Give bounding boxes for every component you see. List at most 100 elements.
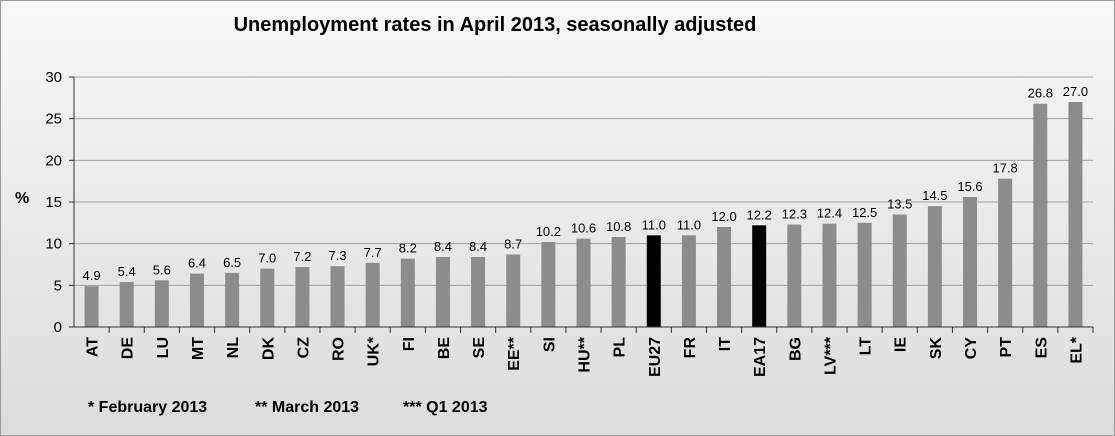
bar-el: [1068, 102, 1083, 327]
data-label: 13.5: [887, 197, 912, 212]
bar-pl: [611, 237, 626, 327]
data-label: 10.8: [606, 219, 631, 234]
bars: [84, 102, 1083, 328]
bar-cz: [295, 267, 310, 327]
bar-eu27: [646, 235, 661, 327]
bar-ea17: [752, 225, 767, 327]
bar-lt: [857, 222, 872, 327]
data-label: 5.4: [118, 264, 136, 279]
x-tick-label: LV***: [822, 336, 839, 375]
x-tick-label: IT: [717, 337, 734, 351]
y-tick-label: 30: [45, 69, 62, 86]
data-label: 12.3: [782, 207, 807, 222]
bar-se: [471, 257, 486, 327]
data-label: 7.7: [364, 245, 382, 260]
bar-ie: [892, 214, 907, 327]
bar-cy: [963, 197, 978, 327]
data-label: 17.8: [992, 161, 1017, 176]
footnotes: * February 2013 ** March 2013 *** Q1 2013: [88, 399, 488, 416]
data-labels: 4.9 5.4 5.6 6.4 6.5 7.0 7.2 7.3 7.7 8.2 8.4 8.4 8.7 1…: [83, 84, 1089, 283]
bar-mt: [189, 273, 204, 327]
x-tick-label: LU: [155, 337, 172, 358]
y-tick-label: 10: [45, 236, 62, 253]
data-label: 12.0: [711, 209, 736, 224]
y-tick-label: 15: [45, 194, 62, 211]
x-tick-label: HU**: [577, 336, 594, 372]
x-tick-label: NL: [225, 337, 242, 359]
bar-de: [119, 282, 134, 327]
data-label: 7.2: [293, 249, 311, 264]
bar-ro: [330, 266, 345, 327]
x-tick-label: PT: [998, 337, 1015, 358]
data-label: 5.6: [153, 262, 171, 277]
bar-fi: [400, 258, 415, 327]
data-label: 6.4: [188, 256, 206, 271]
bar-it: [717, 227, 732, 327]
x-tick-label: PL: [612, 337, 629, 358]
data-label: 14.5: [922, 188, 947, 203]
data-label: 26.8: [1028, 86, 1053, 101]
x-tick-label: SK: [928, 337, 945, 360]
bar-lu: [154, 280, 169, 327]
bar-nl: [225, 272, 240, 327]
data-label: 12.2: [747, 207, 772, 222]
data-label: 12.4: [817, 206, 842, 221]
x-tick-label: EA17: [752, 337, 769, 377]
data-label: 7.3: [328, 248, 346, 263]
bar-bg: [787, 224, 802, 327]
y-tick-label: 5: [54, 277, 62, 294]
data-label: 15.6: [957, 179, 982, 194]
x-tick-label: SE: [471, 337, 488, 359]
data-label: 8.7: [504, 237, 522, 252]
bar-be: [435, 257, 450, 327]
data-label: 12.5: [852, 205, 877, 220]
x-tick-label: SI: [541, 337, 558, 352]
x-tick-label: DK: [260, 337, 277, 361]
bar-lv: [822, 223, 837, 327]
x-tick-label: EL*: [1068, 336, 1085, 363]
bar-dk: [260, 268, 275, 327]
data-label: 8.2: [399, 241, 417, 256]
x-tick-label: LT: [858, 337, 875, 356]
x-tick-label: AT: [85, 337, 102, 357]
data-label: 8.4: [469, 239, 487, 254]
bar-pt: [998, 178, 1013, 327]
data-label: 27.0: [1063, 84, 1088, 99]
footnote: ** March 2013: [255, 399, 359, 416]
x-tick-label: DE: [120, 337, 137, 360]
data-label: 10.6: [571, 221, 596, 236]
x-tick-label: RO: [331, 337, 348, 361]
data-label: 11.0: [642, 217, 666, 232]
x-tick-label: MT: [190, 337, 207, 360]
bar-sk: [927, 206, 942, 327]
gridlines: [74, 76, 1093, 286]
data-label: 4.9: [83, 268, 101, 283]
data-label: 8.4: [434, 239, 452, 254]
x-tick-labels: AT DE LU MT NL DK CZ RO UK* FI BE SE EE** SI HU** PL EU2…: [85, 336, 1086, 377]
bar-fr: [681, 235, 696, 327]
x-tick-label: FI: [401, 337, 418, 351]
x-tick-label: IE: [893, 337, 910, 352]
y-tick-label: 25: [45, 111, 62, 128]
x-tick-label: CZ: [295, 337, 312, 359]
chart-title: Unemployment rates in April 2013, season…: [234, 14, 757, 36]
x-tick-label: EE**: [506, 336, 523, 371]
x-tick-label: CY: [963, 337, 980, 360]
footnote: *** Q1 2013: [403, 399, 488, 416]
bar-ee: [506, 254, 521, 327]
bar-at: [84, 286, 99, 327]
y-tick-label: 0: [54, 319, 62, 336]
data-label: 11.0: [677, 217, 701, 232]
x-tick-label: EU27: [647, 337, 664, 377]
x-tick-label: BE: [436, 337, 453, 360]
y-tick-label: 20: [45, 152, 62, 169]
x-tick-label: BG: [787, 337, 804, 361]
x-tick-label: UK*: [366, 336, 383, 366]
axes: [69, 76, 1094, 333]
bar-uk: [365, 262, 380, 327]
y-axis-label: %: [15, 190, 29, 207]
data-label: 10.2: [536, 224, 561, 239]
footnote: * February 2013: [88, 399, 207, 416]
